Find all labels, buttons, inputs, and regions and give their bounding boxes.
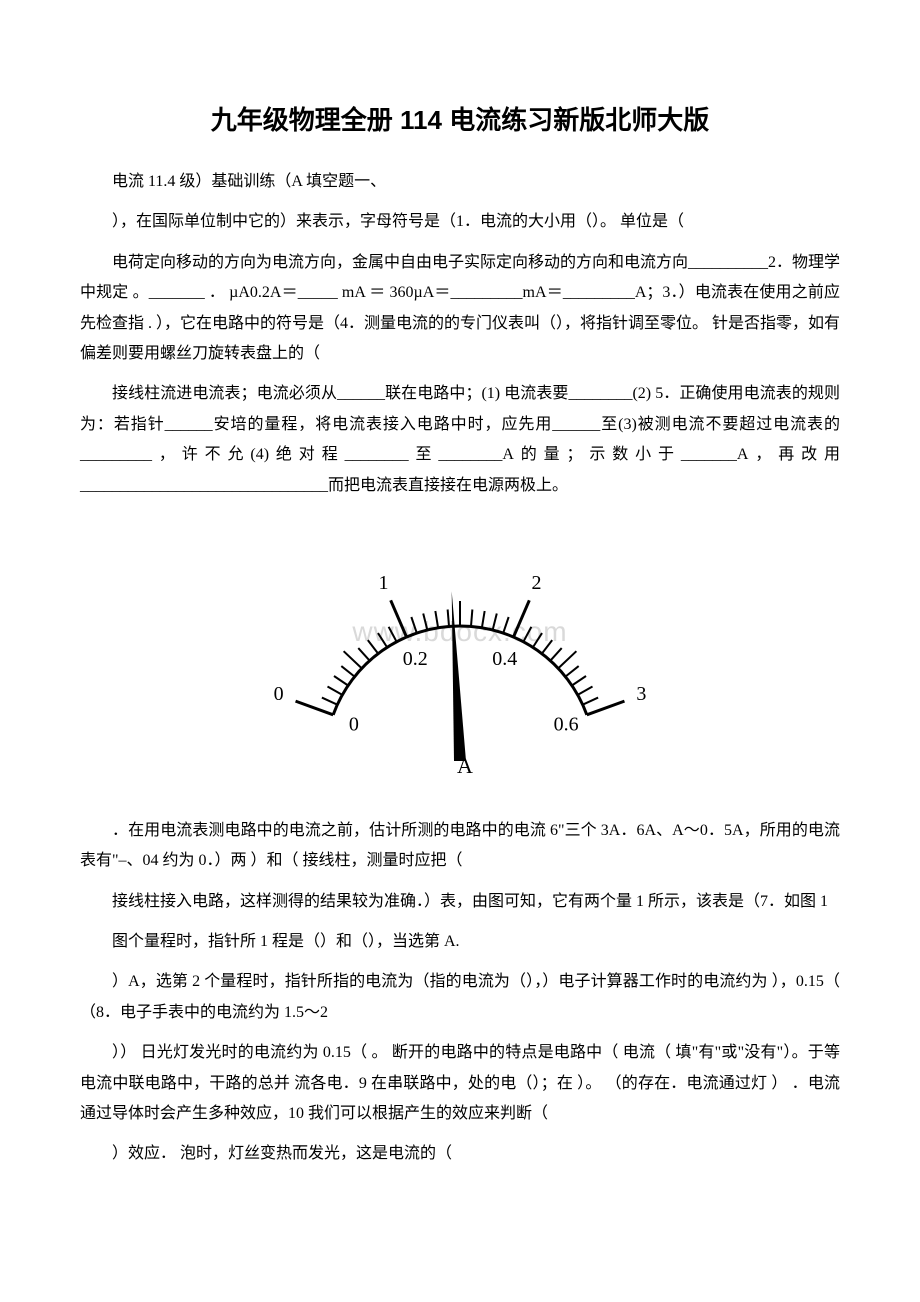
ammeter-svg: www.bdocx.com012300.20.40.6A: [220, 521, 700, 781]
paragraph-9: ）） 日光灯发光时的电流约为 0.15（ 。 断开的电路中的特点是电路中（ 电流…: [80, 1038, 840, 1129]
paragraph-6: 接线柱接入电路，这样测得的结果较为准确．）表，由图可知，它有两个量 1 所示，该…: [80, 887, 840, 917]
paragraph-1: 电流 11.4 级）基础训练（A 填空题一、: [80, 167, 840, 197]
svg-text:3: 3: [636, 683, 646, 705]
paragraph-4: 接线柱流进电流表；电流必须从______联在电路中；(1) 电流表要______…: [80, 379, 840, 501]
ammeter-figure: www.bdocx.com012300.20.40.6A: [80, 521, 840, 786]
paragraph-10: ）效应． 泡时，灯丝变热而发光，这是电流的（: [80, 1139, 840, 1169]
paragraph-3: 电荷定向移动的方向为电流方向，金属中自由电子实际定向移动的方向和电流方向____…: [80, 248, 840, 370]
paragraph-5: ．在用电流表测电路中的电流之前，估计所测的电路中的电流 6"三个 3A．6A、A…: [80, 816, 840, 877]
svg-text:0.4: 0.4: [492, 648, 517, 670]
svg-text:0: 0: [349, 713, 359, 735]
svg-text:A: A: [457, 753, 473, 778]
svg-text:0: 0: [274, 683, 284, 705]
paragraph-2: ），在国际单位制中它的）来表示，字母符号是（1．电流的大小用（）。 单位是（: [80, 207, 840, 237]
paragraph-7: 图个量程时，指针所 1 程是（）和（），当选第 A.: [80, 927, 840, 957]
svg-text:0.2: 0.2: [403, 648, 428, 670]
page-title: 九年级物理全册 114 电流练习新版北师大版: [80, 100, 840, 137]
paragraph-8: ）A，选第 2 个量程时，指针所指的电流为（指的电流为（），）电子计算器工作时的…: [80, 967, 840, 1028]
svg-text:0.6: 0.6: [554, 713, 579, 735]
svg-text:1: 1: [379, 572, 389, 594]
svg-text:2: 2: [531, 572, 541, 594]
